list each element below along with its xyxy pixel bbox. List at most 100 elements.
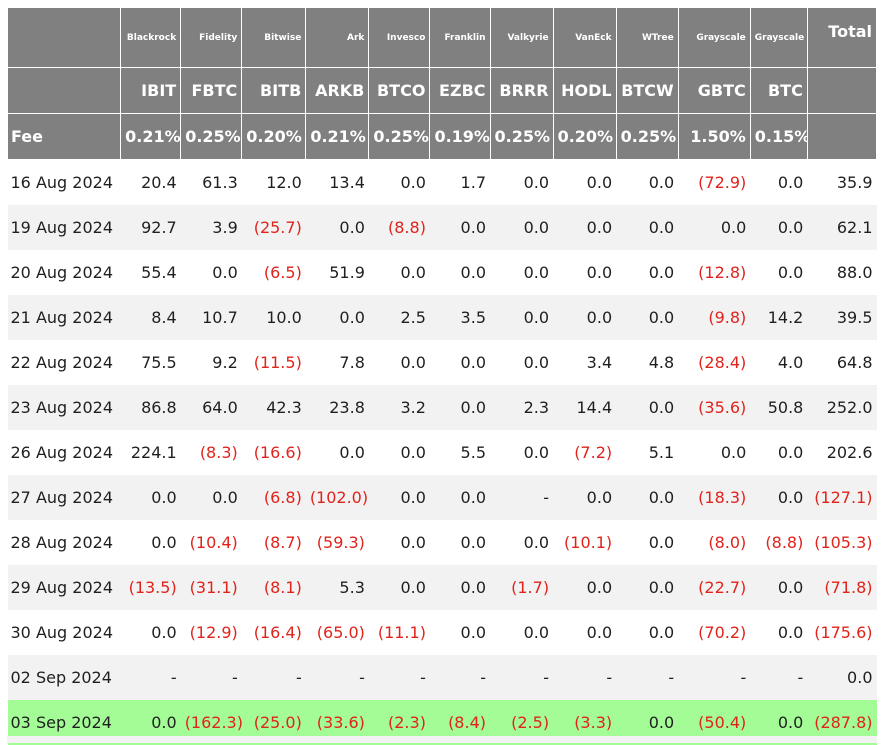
header-corner-cell: [8, 8, 121, 68]
flow-cell: 0.0: [430, 385, 490, 430]
flow-cell: 1.7: [430, 160, 490, 206]
total-cell: 0.0: [807, 655, 876, 700]
flow-cell: (6.5): [242, 250, 306, 295]
total-cell: 202.6: [807, 430, 876, 475]
fee-value: 0.21%: [121, 114, 181, 160]
flow-cell: 0.0: [616, 295, 678, 340]
total-cell: 64.8: [807, 340, 876, 385]
flow-cell: 5.5: [430, 430, 490, 475]
flow-cell: 10.0: [242, 295, 306, 340]
ticker-header: IBIT: [121, 68, 181, 114]
flow-cell: (8.0): [678, 520, 750, 565]
flow-cell: 0.0: [430, 340, 490, 385]
flow-cell: 0.0: [553, 250, 616, 295]
ticker-header: HODL: [553, 68, 616, 114]
etf-flows-table-container: Blackrock Fidelity Bitwise Ark Invesco F…: [7, 7, 877, 745]
flow-cell: -: [181, 655, 242, 700]
flow-cell: 0.0: [490, 250, 553, 295]
flow-cell: 0.0: [490, 295, 553, 340]
total-cell: (127.1): [807, 475, 876, 520]
flow-cell: -: [553, 655, 616, 700]
flow-cell: (11.1): [369, 610, 430, 655]
fee-value: 0.15%: [750, 114, 807, 160]
date-cell: 23 Aug 2024: [8, 385, 121, 430]
flow-cell: 0.0: [553, 475, 616, 520]
flow-cell: 0.0: [121, 610, 181, 655]
flow-cell: (12.9): [181, 610, 242, 655]
date-cell: 16 Aug 2024: [8, 160, 121, 206]
flow-cell: (12.8): [678, 250, 750, 295]
flow-cell: (65.0): [306, 610, 369, 655]
flow-cell: 42.3: [242, 385, 306, 430]
date-cell: 28 Aug 2024: [8, 520, 121, 565]
flow-cell: 5.1: [616, 430, 678, 475]
total-cell: 88.0: [807, 250, 876, 295]
flow-cell: 0.0: [750, 160, 807, 206]
flow-cell: (8.8): [369, 205, 430, 250]
etf-flows-table: Blackrock Fidelity Bitwise Ark Invesco F…: [7, 7, 877, 745]
flow-cell: 3.4: [553, 340, 616, 385]
flow-cell: 0.0: [678, 205, 750, 250]
total-cell: 39.5: [807, 295, 876, 340]
flow-cell: (8.1): [242, 565, 306, 610]
issuer-header: Invesco: [369, 8, 430, 68]
flow-cell: 8.4: [121, 295, 181, 340]
flow-cell: 0.0: [490, 430, 553, 475]
flow-cell: 0.0: [616, 565, 678, 610]
flow-cell: 0.0: [306, 205, 369, 250]
ticker-header: FBTC: [181, 68, 242, 114]
ticker-header: BTCO: [369, 68, 430, 114]
table-row: 02 Sep 2024-----------0.0: [8, 655, 877, 700]
fee-value: 0.25%: [616, 114, 678, 160]
ticker-header-row: IBIT FBTC BITB ARKB BTCO EZBC BRRR HODL …: [8, 68, 877, 114]
flow-cell: -: [678, 655, 750, 700]
total-cell: 252.0: [807, 385, 876, 430]
flow-cell: 3.9: [181, 205, 242, 250]
flow-cell: (8.7): [242, 520, 306, 565]
flow-cell: 0.0: [616, 475, 678, 520]
flow-cell: (25.7): [242, 205, 306, 250]
flow-cell: 0.0: [369, 340, 430, 385]
total-cell: (175.6): [807, 610, 876, 655]
flow-cell: 7.8: [306, 340, 369, 385]
issuer-header-row: Blackrock Fidelity Bitwise Ark Invesco F…: [8, 8, 877, 68]
flow-cell: 0.0: [616, 520, 678, 565]
total-cell: (105.3): [807, 520, 876, 565]
issuer-header: Grayscale: [750, 8, 807, 68]
fee-value: 0.19%: [430, 114, 490, 160]
flow-cell: 12.0: [242, 160, 306, 206]
flow-cell: 0.0: [750, 565, 807, 610]
date-cell: 27 Aug 2024: [8, 475, 121, 520]
issuer-header: Franklin: [430, 8, 490, 68]
flow-cell: 0.0: [616, 385, 678, 430]
flow-cell: (11.5): [242, 340, 306, 385]
flow-cell: -: [616, 655, 678, 700]
flow-cell: 2.5: [369, 295, 430, 340]
flow-cell: 0.0: [553, 610, 616, 655]
ticker-header: BITB: [242, 68, 306, 114]
flow-cell: 0.0: [678, 430, 750, 475]
flow-cell: 0.0: [490, 520, 553, 565]
flow-cell: 0.0: [553, 565, 616, 610]
flow-cell: -: [490, 655, 553, 700]
flow-cell: 0.0: [181, 250, 242, 295]
date-cell: 21 Aug 2024: [8, 295, 121, 340]
fee-value: 1.50%: [678, 114, 750, 160]
ticker-total-blank-cell: [807, 68, 876, 114]
flow-cell: 0.0: [750, 205, 807, 250]
flow-cell: -: [242, 655, 306, 700]
flow-cell: 0.0: [553, 205, 616, 250]
flow-cell: 0.0: [430, 250, 490, 295]
flow-cell: (70.2): [678, 610, 750, 655]
issuer-header: Bitwise: [242, 8, 306, 68]
flow-cell: -: [430, 655, 490, 700]
flow-cell: 0.0: [430, 565, 490, 610]
next-row-strip: [7, 736, 877, 743]
flow-cell: 0.0: [430, 205, 490, 250]
flow-cell: 61.3: [181, 160, 242, 206]
